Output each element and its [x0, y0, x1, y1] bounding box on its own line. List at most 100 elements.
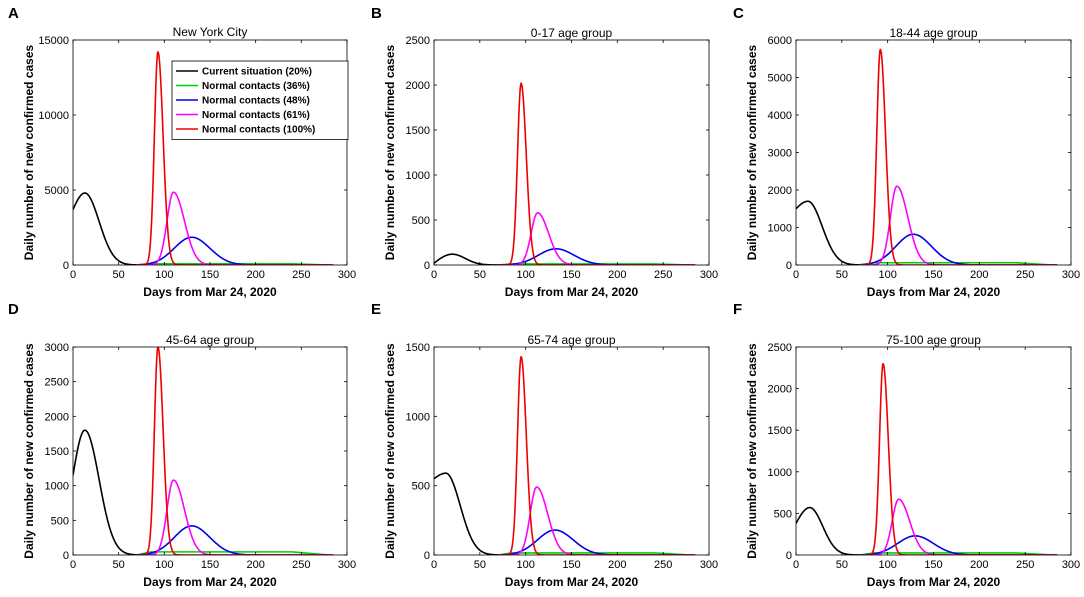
y-axis-label: Daily number of new confirmed cases — [745, 343, 759, 559]
x-tick-label: 250 — [292, 559, 310, 571]
y-axis-label: Daily number of new confirmed cases — [383, 343, 397, 559]
x-tick-label: 250 — [1016, 559, 1034, 571]
y-tick-label: 500 — [412, 215, 430, 227]
x-tick-label: 100 — [878, 559, 896, 571]
y-tick-label: 1000 — [406, 411, 430, 423]
x-tick-label: 200 — [970, 559, 988, 571]
y-tick-label: 1000 — [768, 467, 792, 479]
series-line-normal-contacts-61 — [136, 191, 334, 265]
x-tick-label: 0 — [793, 559, 799, 571]
series-line-current-situation-20 — [796, 506, 870, 555]
panel-title: 18-44 age group — [889, 26, 977, 40]
series-line-current-situation-20 — [434, 253, 508, 265]
series-line-normal-contacts-100 — [859, 362, 1058, 555]
x-tick-label: 300 — [1062, 269, 1080, 281]
y-axis-label: Daily number of new confirmed cases — [383, 44, 397, 260]
panel-letter: B — [371, 5, 382, 22]
x-tick-label: 300 — [338, 269, 356, 281]
y-tick-label: 6000 — [768, 35, 792, 47]
panel-title: 45-64 age group — [166, 333, 254, 347]
series-line-normal-contacts-61 — [497, 486, 696, 555]
x-tick-label: 0 — [70, 269, 76, 281]
series-line-normal-contacts-100 — [136, 51, 334, 265]
y-tick-label: 1000 — [406, 170, 430, 182]
series-line-normal-contacts-48 — [136, 236, 334, 265]
x-tick-label: 100 — [878, 269, 896, 281]
x-tick-label: 50 — [836, 269, 848, 281]
panel-letter: E — [371, 301, 381, 318]
legend-label: Normal contacts (36%) — [202, 81, 310, 92]
y-tick-label: 4000 — [768, 110, 792, 122]
x-tick-label: 200 — [246, 269, 264, 281]
x-tick-label: 100 — [155, 559, 173, 571]
panel-letter: F — [733, 301, 742, 318]
series-line-normal-contacts-36 — [136, 263, 330, 265]
x-tick-label: 150 — [201, 559, 219, 571]
y-tick-label: 2500 — [45, 377, 69, 389]
panel-e: E 0 50 100 150 200 250 300 0 500 1000 1500 Days from… — [371, 301, 718, 589]
x-tick-label: 300 — [700, 269, 718, 281]
series-line-current-situation-20 — [796, 200, 870, 265]
y-tick-label: 0 — [424, 260, 430, 272]
series-line-current-situation-20 — [434, 472, 508, 555]
panel-letter: C — [733, 5, 744, 22]
x-tick-label: 250 — [292, 269, 310, 281]
y-tick-label: 1500 — [45, 446, 69, 458]
series-line-normal-contacts-36 — [136, 551, 330, 555]
y-axis-label: Daily number of new confirmed cases — [22, 343, 36, 559]
y-tick-label: 1500 — [406, 342, 430, 354]
x-axis-label: Days from Mar 24, 2020 — [505, 285, 639, 299]
y-tick-label: 1500 — [406, 125, 430, 137]
series-line-normal-contacts-48 — [859, 535, 1058, 555]
y-tick-label: 2000 — [768, 185, 792, 197]
series-group — [796, 362, 1058, 555]
x-tick-label: 50 — [836, 559, 848, 571]
legend-label: Current situation (20%) — [202, 67, 312, 78]
x-tick-label: 0 — [70, 559, 76, 571]
x-tick-label: 0 — [431, 269, 437, 281]
axes-box — [433, 346, 710, 556]
y-tick-label: 3000 — [768, 148, 792, 160]
axes-box — [795, 346, 1072, 556]
x-tick-label: 100 — [516, 269, 534, 281]
x-tick-label: 250 — [654, 559, 672, 571]
y-tick-label: 0 — [424, 550, 430, 562]
x-tick-label: 50 — [113, 559, 125, 571]
x-tick-label: 50 — [113, 269, 125, 281]
legend-box — [171, 60, 349, 140]
y-tick-label: 1500 — [768, 425, 792, 437]
panel-title: New York City — [173, 25, 248, 39]
y-tick-label: 2000 — [768, 384, 792, 396]
legend-label: Normal contacts (100%) — [202, 125, 315, 136]
y-tick-label: 5000 — [768, 73, 792, 85]
x-tick-label: 250 — [654, 269, 672, 281]
legend-label: Normal contacts (48%) — [202, 96, 310, 107]
axes-box — [795, 39, 1072, 266]
y-tick-label: 500 — [412, 481, 430, 493]
y-tick-label: 0 — [786, 550, 792, 562]
y-tick-label: 2000 — [406, 80, 430, 92]
series-line-current-situation-20 — [73, 429, 147, 555]
y-tick-label: 2500 — [406, 35, 430, 47]
series-line-normal-contacts-48 — [859, 233, 1058, 265]
x-tick-label: 300 — [338, 559, 356, 571]
series-line-normal-contacts-48 — [497, 248, 696, 265]
x-tick-label: 50 — [474, 269, 486, 281]
y-tick-label: 10000 — [38, 110, 69, 122]
y-tick-label: 0 — [63, 260, 69, 272]
x-tick-label: 150 — [562, 269, 580, 281]
axes-box — [72, 346, 348, 556]
axes-box — [433, 39, 710, 266]
x-tick-label: 300 — [1062, 559, 1080, 571]
series-line-normal-contacts-100 — [497, 82, 696, 265]
panel-title: 65-74 age group — [527, 333, 615, 347]
x-tick-label: 200 — [246, 559, 264, 571]
series-line-normal-contacts-48 — [136, 525, 334, 555]
y-tick-label: 2000 — [45, 411, 69, 423]
series-line-normal-contacts-61 — [859, 185, 1058, 265]
y-tick-label: 2500 — [768, 342, 792, 354]
panel-letter: D — [8, 301, 19, 318]
y-tick-label: 1000 — [768, 223, 792, 235]
y-tick-label: 500 — [51, 515, 69, 527]
series-line-current-situation-20 — [73, 192, 147, 265]
